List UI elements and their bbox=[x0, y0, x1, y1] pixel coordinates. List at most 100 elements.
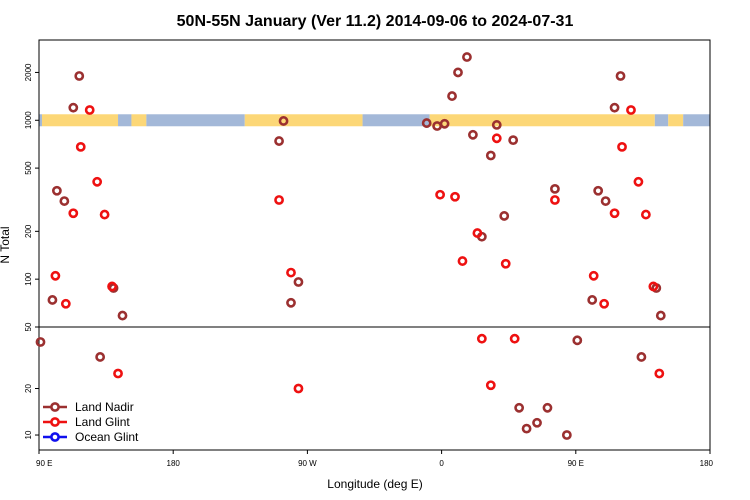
x-tick-label: 90 E bbox=[568, 459, 584, 468]
point-land-glint bbox=[107, 281, 117, 292]
point-land-glint bbox=[435, 189, 446, 200]
band-segment-ocean bbox=[654, 114, 669, 127]
band-segment-land bbox=[668, 114, 684, 127]
point-land-nadir bbox=[615, 71, 626, 81]
point-land-nadir bbox=[453, 67, 463, 78]
band-segment-ocean bbox=[683, 114, 710, 127]
point-land-nadir bbox=[74, 71, 85, 81]
band-segment-ocean bbox=[39, 114, 42, 127]
point-land-glint bbox=[599, 298, 610, 309]
point-land-nadir bbox=[421, 118, 432, 128]
land-ocean-band bbox=[39, 114, 710, 127]
y-tick-label-upper: 500 bbox=[24, 161, 33, 175]
point-land-nadir bbox=[95, 352, 106, 362]
legend-marker-land-nadir bbox=[50, 402, 60, 412]
band-segment-ocean bbox=[118, 114, 132, 127]
band-segment-ocean bbox=[362, 114, 430, 127]
legend-label-land-nadir: Land Nadir bbox=[75, 400, 134, 414]
point-land-nadir bbox=[447, 91, 457, 101]
band-segment-land bbox=[429, 114, 655, 127]
y-tick-label-lower: 10 bbox=[24, 430, 33, 439]
point-land-nadir bbox=[572, 335, 583, 346]
point-land-nadir bbox=[59, 196, 70, 206]
point-land-glint bbox=[50, 270, 61, 281]
y-tick-label-upper: 100 bbox=[24, 272, 33, 286]
point-land-glint bbox=[509, 333, 520, 344]
point-land-nadir bbox=[47, 295, 58, 305]
point-land-nadir bbox=[514, 402, 525, 413]
point-land-nadir bbox=[293, 277, 304, 287]
point-land-nadir bbox=[468, 129, 478, 140]
point-land-glint bbox=[633, 176, 644, 187]
point-land-nadir bbox=[550, 183, 560, 194]
band-segment-land bbox=[244, 114, 363, 127]
x-tick-label: 180 bbox=[167, 459, 181, 468]
point-land-glint bbox=[60, 298, 71, 309]
x-tick-label: 180 bbox=[700, 459, 714, 468]
point-land-glint bbox=[654, 368, 665, 379]
point-land-nadir bbox=[491, 120, 502, 130]
point-land-glint bbox=[450, 191, 460, 202]
point-land-nadir bbox=[655, 310, 666, 321]
point-land-nadir bbox=[609, 102, 620, 113]
point-land-nadir bbox=[542, 402, 553, 413]
point-land-nadir bbox=[561, 430, 572, 440]
point-land-nadir bbox=[499, 211, 510, 221]
x-tick-label: 0 bbox=[439, 459, 444, 468]
point-land-nadir bbox=[278, 116, 289, 126]
point-land-glint bbox=[68, 208, 79, 219]
point-land-nadir bbox=[439, 118, 450, 129]
point-land-nadir bbox=[35, 337, 46, 347]
data-points bbox=[35, 52, 666, 440]
legend-marker-land-glint bbox=[50, 417, 60, 427]
point-land-glint bbox=[550, 195, 560, 205]
point-land-glint bbox=[84, 105, 95, 115]
plot-frame bbox=[38, 39, 711, 451]
band-segment-land bbox=[41, 114, 119, 127]
chart-title: 50N-55N January (Ver 11.2) 2014-09-06 to… bbox=[177, 13, 574, 30]
point-land-nadir bbox=[68, 102, 79, 113]
point-land-glint bbox=[92, 176, 103, 187]
point-land-nadir bbox=[593, 185, 604, 196]
point-land-glint bbox=[617, 141, 627, 152]
point-land-glint bbox=[75, 141, 86, 152]
point-land-nadir bbox=[636, 352, 647, 362]
plot-border bbox=[38, 39, 711, 451]
point-land-glint bbox=[476, 333, 487, 344]
legend-label-ocean-glint: Ocean Glint bbox=[75, 430, 139, 444]
point-land-nadir bbox=[521, 423, 532, 434]
point-land-nadir bbox=[117, 310, 128, 321]
point-land-glint bbox=[274, 195, 284, 205]
x-tick-label: 90 W bbox=[298, 459, 317, 468]
point-land-glint bbox=[99, 209, 110, 220]
point-land-glint bbox=[648, 281, 659, 292]
point-land-nadir bbox=[286, 297, 296, 308]
legend-label-land-glint: Land Glint bbox=[75, 415, 130, 429]
point-land-nadir bbox=[600, 196, 611, 206]
point-land-glint bbox=[626, 105, 636, 115]
point-land-glint bbox=[609, 208, 620, 219]
y-axis-ticks: 100 200 500 1000 2000 10 20 50 bbox=[24, 63, 39, 439]
legend-marker-ocean-glint bbox=[50, 432, 60, 442]
point-land-nadir bbox=[485, 150, 496, 161]
point-land-glint bbox=[472, 228, 483, 238]
band-segment-land bbox=[131, 114, 147, 127]
point-land-glint bbox=[286, 267, 296, 278]
point-land-nadir bbox=[532, 417, 542, 428]
point-land-glint bbox=[491, 133, 502, 144]
band-segment-ocean bbox=[146, 114, 245, 127]
point-land-nadir bbox=[508, 135, 519, 146]
x-axis-ticks: 90 E 180 90 W 0 90 E 180 bbox=[36, 450, 714, 468]
y-tick-label-upper: 2000 bbox=[24, 63, 33, 81]
point-land-nadir bbox=[462, 52, 472, 62]
x-tick-label: 90 E bbox=[36, 459, 52, 468]
point-land-nadir bbox=[587, 295, 598, 305]
point-land-glint bbox=[113, 368, 123, 379]
y-tick-label-upper: 200 bbox=[24, 224, 33, 238]
point-land-glint bbox=[588, 270, 599, 281]
point-land-glint bbox=[457, 256, 468, 266]
point-land-glint bbox=[293, 383, 304, 394]
point-land-glint bbox=[500, 258, 511, 269]
y-axis-label: N Total bbox=[0, 226, 12, 263]
